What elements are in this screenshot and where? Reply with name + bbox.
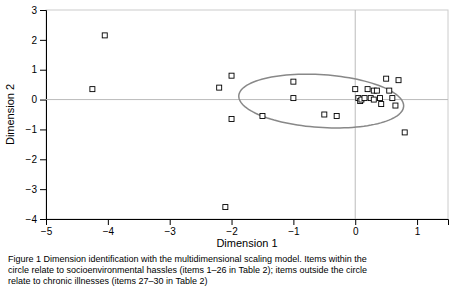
x-tick-label: −1 bbox=[288, 226, 300, 237]
ellipse bbox=[239, 74, 404, 128]
point bbox=[377, 96, 382, 101]
y-tick-mark bbox=[40, 189, 46, 190]
point bbox=[374, 88, 379, 93]
y-tick: 3 bbox=[31, 5, 46, 16]
y-tick: −2 bbox=[26, 154, 46, 165]
caption-line: Figure 1 Dimension identification with t… bbox=[8, 254, 367, 264]
point bbox=[384, 76, 389, 81]
y-tick-label: 3 bbox=[31, 5, 37, 16]
x-tick-mark bbox=[170, 219, 171, 225]
x-tick: −1 bbox=[288, 219, 300, 237]
plot-frame bbox=[46, 10, 448, 219]
point bbox=[379, 102, 384, 107]
point bbox=[362, 96, 367, 101]
point bbox=[260, 113, 265, 118]
x-tick: −2 bbox=[226, 219, 238, 237]
point bbox=[365, 87, 370, 92]
y-tick-label: 1 bbox=[31, 64, 37, 75]
plot: −5−4−3−2−101−4−3−2−10123Dimension 1Dimen… bbox=[4, 5, 449, 249]
x-tick-mark bbox=[108, 219, 109, 225]
y-tick: 2 bbox=[31, 35, 46, 46]
point bbox=[229, 73, 234, 78]
point bbox=[390, 96, 395, 101]
x-tick-label: −3 bbox=[164, 226, 176, 237]
x-axis-line bbox=[47, 220, 449, 226]
point bbox=[229, 116, 234, 121]
y-tick-label: −4 bbox=[26, 214, 38, 225]
y-tick: −1 bbox=[26, 124, 46, 135]
caption-line: relate to chronic illnesses (items 27–30… bbox=[8, 276, 207, 286]
y-tick-label: 0 bbox=[31, 94, 37, 105]
point bbox=[291, 79, 296, 84]
y-tick-mark bbox=[40, 10, 46, 11]
x-axis-title: Dimension 1 bbox=[216, 237, 277, 249]
x-tick-label: −2 bbox=[226, 226, 238, 237]
point bbox=[217, 85, 222, 90]
y-tick: 0 bbox=[31, 94, 46, 105]
y-axis-title: Dimension 2 bbox=[4, 84, 16, 145]
y-tick: 1 bbox=[31, 64, 46, 75]
point bbox=[90, 87, 95, 92]
x-tick-mark bbox=[232, 219, 233, 225]
chart: −5−4−3−2−101−4−3−2−10123Dimension 1Dimen… bbox=[0, 0, 462, 292]
y-tick-mark bbox=[40, 70, 46, 71]
y-tick-label: −1 bbox=[26, 124, 38, 135]
y-axis-line bbox=[40, 11, 47, 220]
y-tick-mark bbox=[40, 159, 46, 160]
point bbox=[396, 78, 401, 83]
x-tick-label: 1 bbox=[415, 226, 421, 237]
point bbox=[291, 96, 296, 101]
point bbox=[353, 87, 358, 92]
point bbox=[102, 33, 107, 38]
x-tick-mark bbox=[293, 219, 294, 225]
x-tick-label: −5 bbox=[41, 226, 53, 237]
x-tick: −4 bbox=[103, 219, 115, 237]
y-axis: −4 −3 −2 −1 0 1 2 3 bbox=[26, 5, 47, 225]
y-tick: −3 bbox=[26, 184, 46, 195]
x-tick: 1 bbox=[415, 219, 421, 237]
zero-line-vertical bbox=[355, 10, 356, 219]
y-tick-mark bbox=[40, 219, 46, 220]
point bbox=[393, 103, 398, 108]
x-axis: −5 −4 −3 −2 −1 0 1 bbox=[41, 219, 449, 237]
point bbox=[387, 88, 392, 93]
y-tick-mark bbox=[40, 100, 46, 101]
x-tick-mark bbox=[355, 219, 356, 225]
y-tick-label: −2 bbox=[26, 154, 38, 165]
zero-line-horizontal bbox=[46, 99, 448, 100]
y-tick-label: 2 bbox=[31, 35, 37, 46]
point bbox=[402, 130, 407, 135]
x-tick: 0 bbox=[353, 219, 359, 237]
y-tick: −4 bbox=[26, 214, 46, 225]
point bbox=[223, 205, 228, 210]
marks bbox=[46, 10, 448, 219]
y-tick-label: −3 bbox=[26, 184, 38, 195]
point bbox=[322, 112, 327, 117]
x-tick-label: −4 bbox=[103, 226, 115, 237]
point bbox=[371, 97, 376, 102]
point bbox=[334, 113, 339, 118]
x-tick-label: 0 bbox=[353, 226, 359, 237]
x-tick: −5 bbox=[41, 219, 53, 237]
y-tick-mark bbox=[40, 129, 46, 130]
y-tick-mark bbox=[40, 40, 46, 41]
caption-line: circle relate to socioenvironmental hass… bbox=[8, 265, 367, 275]
x-tick-mark bbox=[417, 219, 418, 225]
x-tick: −3 bbox=[164, 219, 176, 237]
